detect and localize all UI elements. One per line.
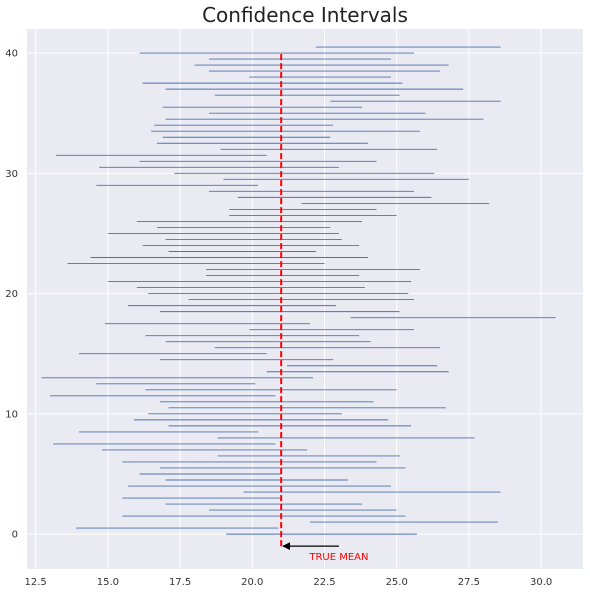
plot-background	[27, 29, 583, 569]
confidence-intervals	[41, 46, 556, 535]
x-tick-label: 27.5	[458, 577, 480, 588]
x-tick-label: 30.0	[530, 577, 552, 588]
x-tick-label: 20.0	[241, 577, 263, 588]
x-tick-label: 25.0	[386, 577, 408, 588]
y-tick-label: 30	[5, 169, 18, 180]
x-axis-ticks: 12.5 15.0 17.5 20.0 22.5 25.0 27.5 30.0	[25, 577, 553, 588]
y-tick-label: 0	[12, 530, 18, 541]
x-tick-label: 15.0	[97, 577, 119, 588]
y-axis-ticks: 0 10 20 30 40	[5, 49, 18, 541]
y-tick-label: 20	[5, 289, 18, 300]
x-tick-label: 17.5	[169, 577, 191, 588]
chart-title: Confidence Intervals	[202, 3, 408, 27]
y-tick-label: 40	[5, 49, 18, 60]
x-tick-label: 12.5	[25, 577, 47, 588]
y-tick-label: 10	[5, 409, 18, 420]
x-tick-label: 22.5	[313, 577, 335, 588]
true-mean-annotation: TRUE MEAN	[308, 552, 368, 563]
